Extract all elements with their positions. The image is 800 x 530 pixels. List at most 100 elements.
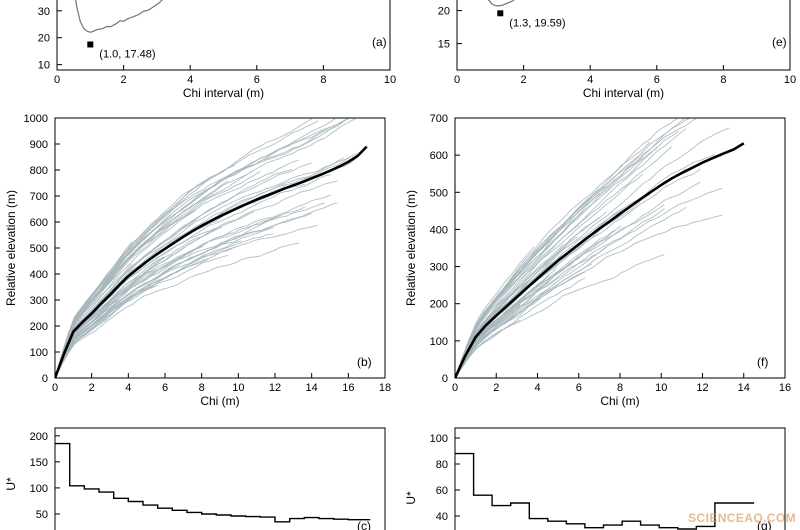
y-tick-label: 200 bbox=[30, 431, 48, 443]
tributary-line bbox=[455, 118, 692, 378]
tributary-line bbox=[455, 146, 672, 378]
minimum-marker bbox=[87, 41, 94, 48]
tributary-line bbox=[455, 118, 686, 378]
panel-label: (b) bbox=[357, 355, 372, 369]
axes-box bbox=[54, 117, 386, 379]
misfit-curve bbox=[487, 0, 515, 7]
tributary-line bbox=[55, 118, 357, 378]
tributary-line bbox=[55, 120, 319, 378]
chart-panel-g: 40 60 80 100 U* (g) bbox=[404, 427, 786, 530]
y-axis-title: U* bbox=[4, 477, 18, 491]
minimum-marker bbox=[497, 10, 504, 17]
x-tick-label: 4 bbox=[187, 74, 193, 86]
y-tick-label: 600 bbox=[30, 217, 48, 229]
chart-panel-c: 50 100 150 200 U* (c) bbox=[4, 427, 386, 530]
axes-box bbox=[454, 117, 786, 379]
tributary-line bbox=[455, 246, 535, 378]
tributary-line bbox=[55, 206, 306, 378]
x-tick-label: 14 bbox=[306, 382, 318, 394]
tributary-line bbox=[455, 253, 665, 378]
y-tick-label: 60 bbox=[436, 485, 448, 497]
x-tick-label: 8 bbox=[199, 382, 205, 394]
plot-area bbox=[55, 442, 371, 523]
y-tick-label: 20 bbox=[438, 6, 450, 18]
y-tick-label: 100 bbox=[430, 433, 448, 445]
x-tick-label: 4 bbox=[125, 382, 131, 394]
x-tick-label: 16 bbox=[779, 382, 791, 394]
x-axis-title: Chi (m) bbox=[200, 394, 239, 408]
tributary-line bbox=[455, 187, 723, 378]
tributary-line bbox=[455, 193, 651, 378]
panel-label: (a) bbox=[372, 35, 387, 49]
tributary-line bbox=[455, 154, 716, 378]
x-tick-label: 2 bbox=[121, 74, 127, 86]
tributary-line bbox=[55, 118, 337, 378]
tributary-line bbox=[455, 128, 687, 378]
marker-annotation: (1.0, 17.48) bbox=[99, 48, 155, 60]
x-tick-label: 16 bbox=[342, 382, 354, 394]
panel-label: (c) bbox=[357, 519, 371, 530]
tributary-line bbox=[455, 181, 701, 378]
tributary-line bbox=[455, 304, 521, 378]
tributary-line bbox=[455, 277, 586, 378]
x-tick-label: 12 bbox=[696, 382, 708, 394]
axes-box bbox=[56, 0, 391, 71]
plot-area bbox=[75, 0, 164, 33]
tributary-line bbox=[55, 178, 210, 378]
chart-panel-b: 0 2 4 6 8 10 12 14 16 18 0 100 200 300 400 500 600 700 800… bbox=[4, 113, 391, 408]
y-tick-label: 150 bbox=[30, 457, 48, 469]
tributary-line bbox=[455, 118, 699, 378]
y-tick-label: 400 bbox=[30, 269, 48, 281]
tributary-line bbox=[55, 224, 319, 378]
y-tick-label: 300 bbox=[30, 295, 48, 307]
y-tick-label: 100 bbox=[30, 347, 48, 359]
tributary-line bbox=[55, 314, 107, 378]
tributary-line bbox=[55, 126, 332, 378]
axes-box bbox=[456, 0, 791, 71]
x-axis-title: Chi (m) bbox=[600, 394, 639, 408]
y-tick-label: 700 bbox=[30, 191, 48, 203]
x-tick-label: 8 bbox=[617, 382, 623, 394]
tributary-line bbox=[55, 162, 312, 378]
x-tick-label: 6 bbox=[654, 74, 660, 86]
y-tick-label: 20 bbox=[38, 33, 50, 45]
x-tick-label: 18 bbox=[379, 382, 391, 394]
x-tick-label: 12 bbox=[269, 382, 281, 394]
x-tick-label: 0 bbox=[452, 382, 458, 394]
y-tick-label: 100 bbox=[430, 336, 448, 348]
x-tick-label: 2 bbox=[521, 74, 527, 86]
x-tick-label: 2 bbox=[89, 382, 95, 394]
tributary-line bbox=[55, 256, 165, 378]
x-tick-label: 10 bbox=[784, 74, 796, 86]
chart-panel-a: 0 2 4 6 8 10 10 20 30 Chi interval (m) (1.0, 17.48… bbox=[38, 0, 396, 100]
x-tick-label: 2 bbox=[493, 382, 499, 394]
tributary-line bbox=[455, 118, 679, 378]
panel-label: (e) bbox=[772, 35, 787, 49]
x-axis-title: Chi interval (m) bbox=[183, 86, 264, 100]
y-tick-label: 0 bbox=[42, 373, 48, 385]
x-tick-label: 14 bbox=[738, 382, 750, 394]
y-tick-label: 50 bbox=[36, 509, 48, 521]
y-tick-label: 15 bbox=[438, 39, 450, 51]
y-tick-label: 700 bbox=[430, 113, 448, 125]
y-tick-label: 40 bbox=[436, 511, 448, 523]
x-tick-label: 10 bbox=[232, 382, 244, 394]
x-tick-label: 8 bbox=[320, 74, 326, 86]
watermark: SCIENCEAQ.COM bbox=[688, 511, 796, 525]
main-stem-curve bbox=[55, 145, 368, 378]
chart-panel-f: 0 2 4 6 8 10 12 14 16 0 100 200 300 400 500 600 700 Chi (… bbox=[404, 113, 791, 408]
tributary-line bbox=[55, 212, 312, 378]
y-tick-label: 1000 bbox=[24, 113, 48, 125]
x-tick-label: 10 bbox=[384, 74, 396, 86]
step-curve bbox=[455, 452, 755, 530]
x-axis-title: Chi interval (m) bbox=[583, 86, 664, 100]
tributary-line bbox=[455, 168, 701, 378]
y-tick-label: 500 bbox=[30, 243, 48, 255]
y-axis-title: Relative elevation (m) bbox=[404, 190, 418, 306]
x-tick-label: 6 bbox=[254, 74, 260, 86]
y-tick-label: 200 bbox=[430, 299, 448, 311]
y-tick-label: 600 bbox=[430, 150, 448, 162]
y-tick-label: 900 bbox=[30, 139, 48, 151]
chart-panel-e: 0 2 4 6 8 10 15 20 Chi interval (m) (1.3, 19.59) (… bbox=[438, 0, 796, 100]
